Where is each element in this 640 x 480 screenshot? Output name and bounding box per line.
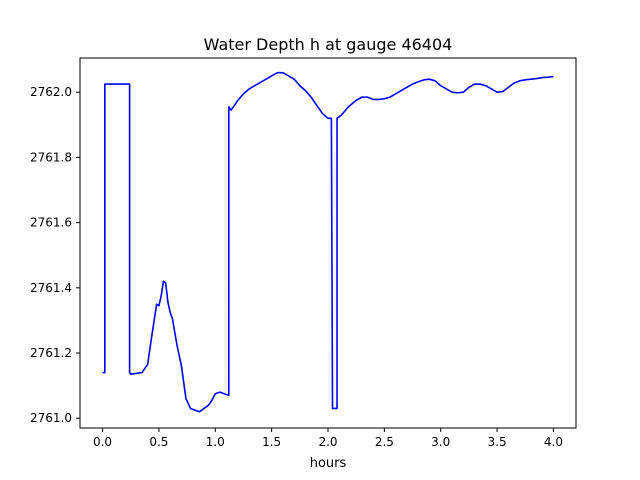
x-tick-label: 4.0	[544, 435, 563, 449]
y-tick-label: 2761.2	[30, 346, 72, 360]
x-tick-label: 0.0	[93, 435, 112, 449]
chart-title: Water Depth h at gauge 46404	[204, 35, 453, 54]
y-tick-label: 2761.0	[30, 411, 72, 425]
x-tick-label: 1.0	[206, 435, 225, 449]
y-tick-label: 2761.6	[30, 216, 72, 230]
y-axis-ticks: 2761.0 2761.2 2761.4 2761.6 2761.8 2762.0	[30, 85, 80, 425]
x-tick-label: 3.0	[431, 435, 450, 449]
y-tick-label: 2762.0	[30, 85, 72, 99]
plot-area	[102, 71, 554, 413]
axes-frame	[79, 57, 577, 429]
x-axis-ticks: 0.0 0.5 1.0 1.5 2.0 2.5 3.0 3.5 4.0	[93, 428, 563, 449]
x-tick-label: 1.5	[262, 435, 281, 449]
series-line	[102, 71, 554, 413]
x-tick-label: 0.5	[149, 435, 168, 449]
y-tick-label: 2761.8	[30, 150, 72, 164]
x-tick-label: 3.5	[488, 435, 507, 449]
x-tick-label: 2.0	[318, 435, 337, 449]
x-tick-label: 2.5	[375, 435, 394, 449]
y-tick-label: 2761.4	[30, 281, 72, 295]
x-axis-label: hours	[310, 456, 347, 471]
